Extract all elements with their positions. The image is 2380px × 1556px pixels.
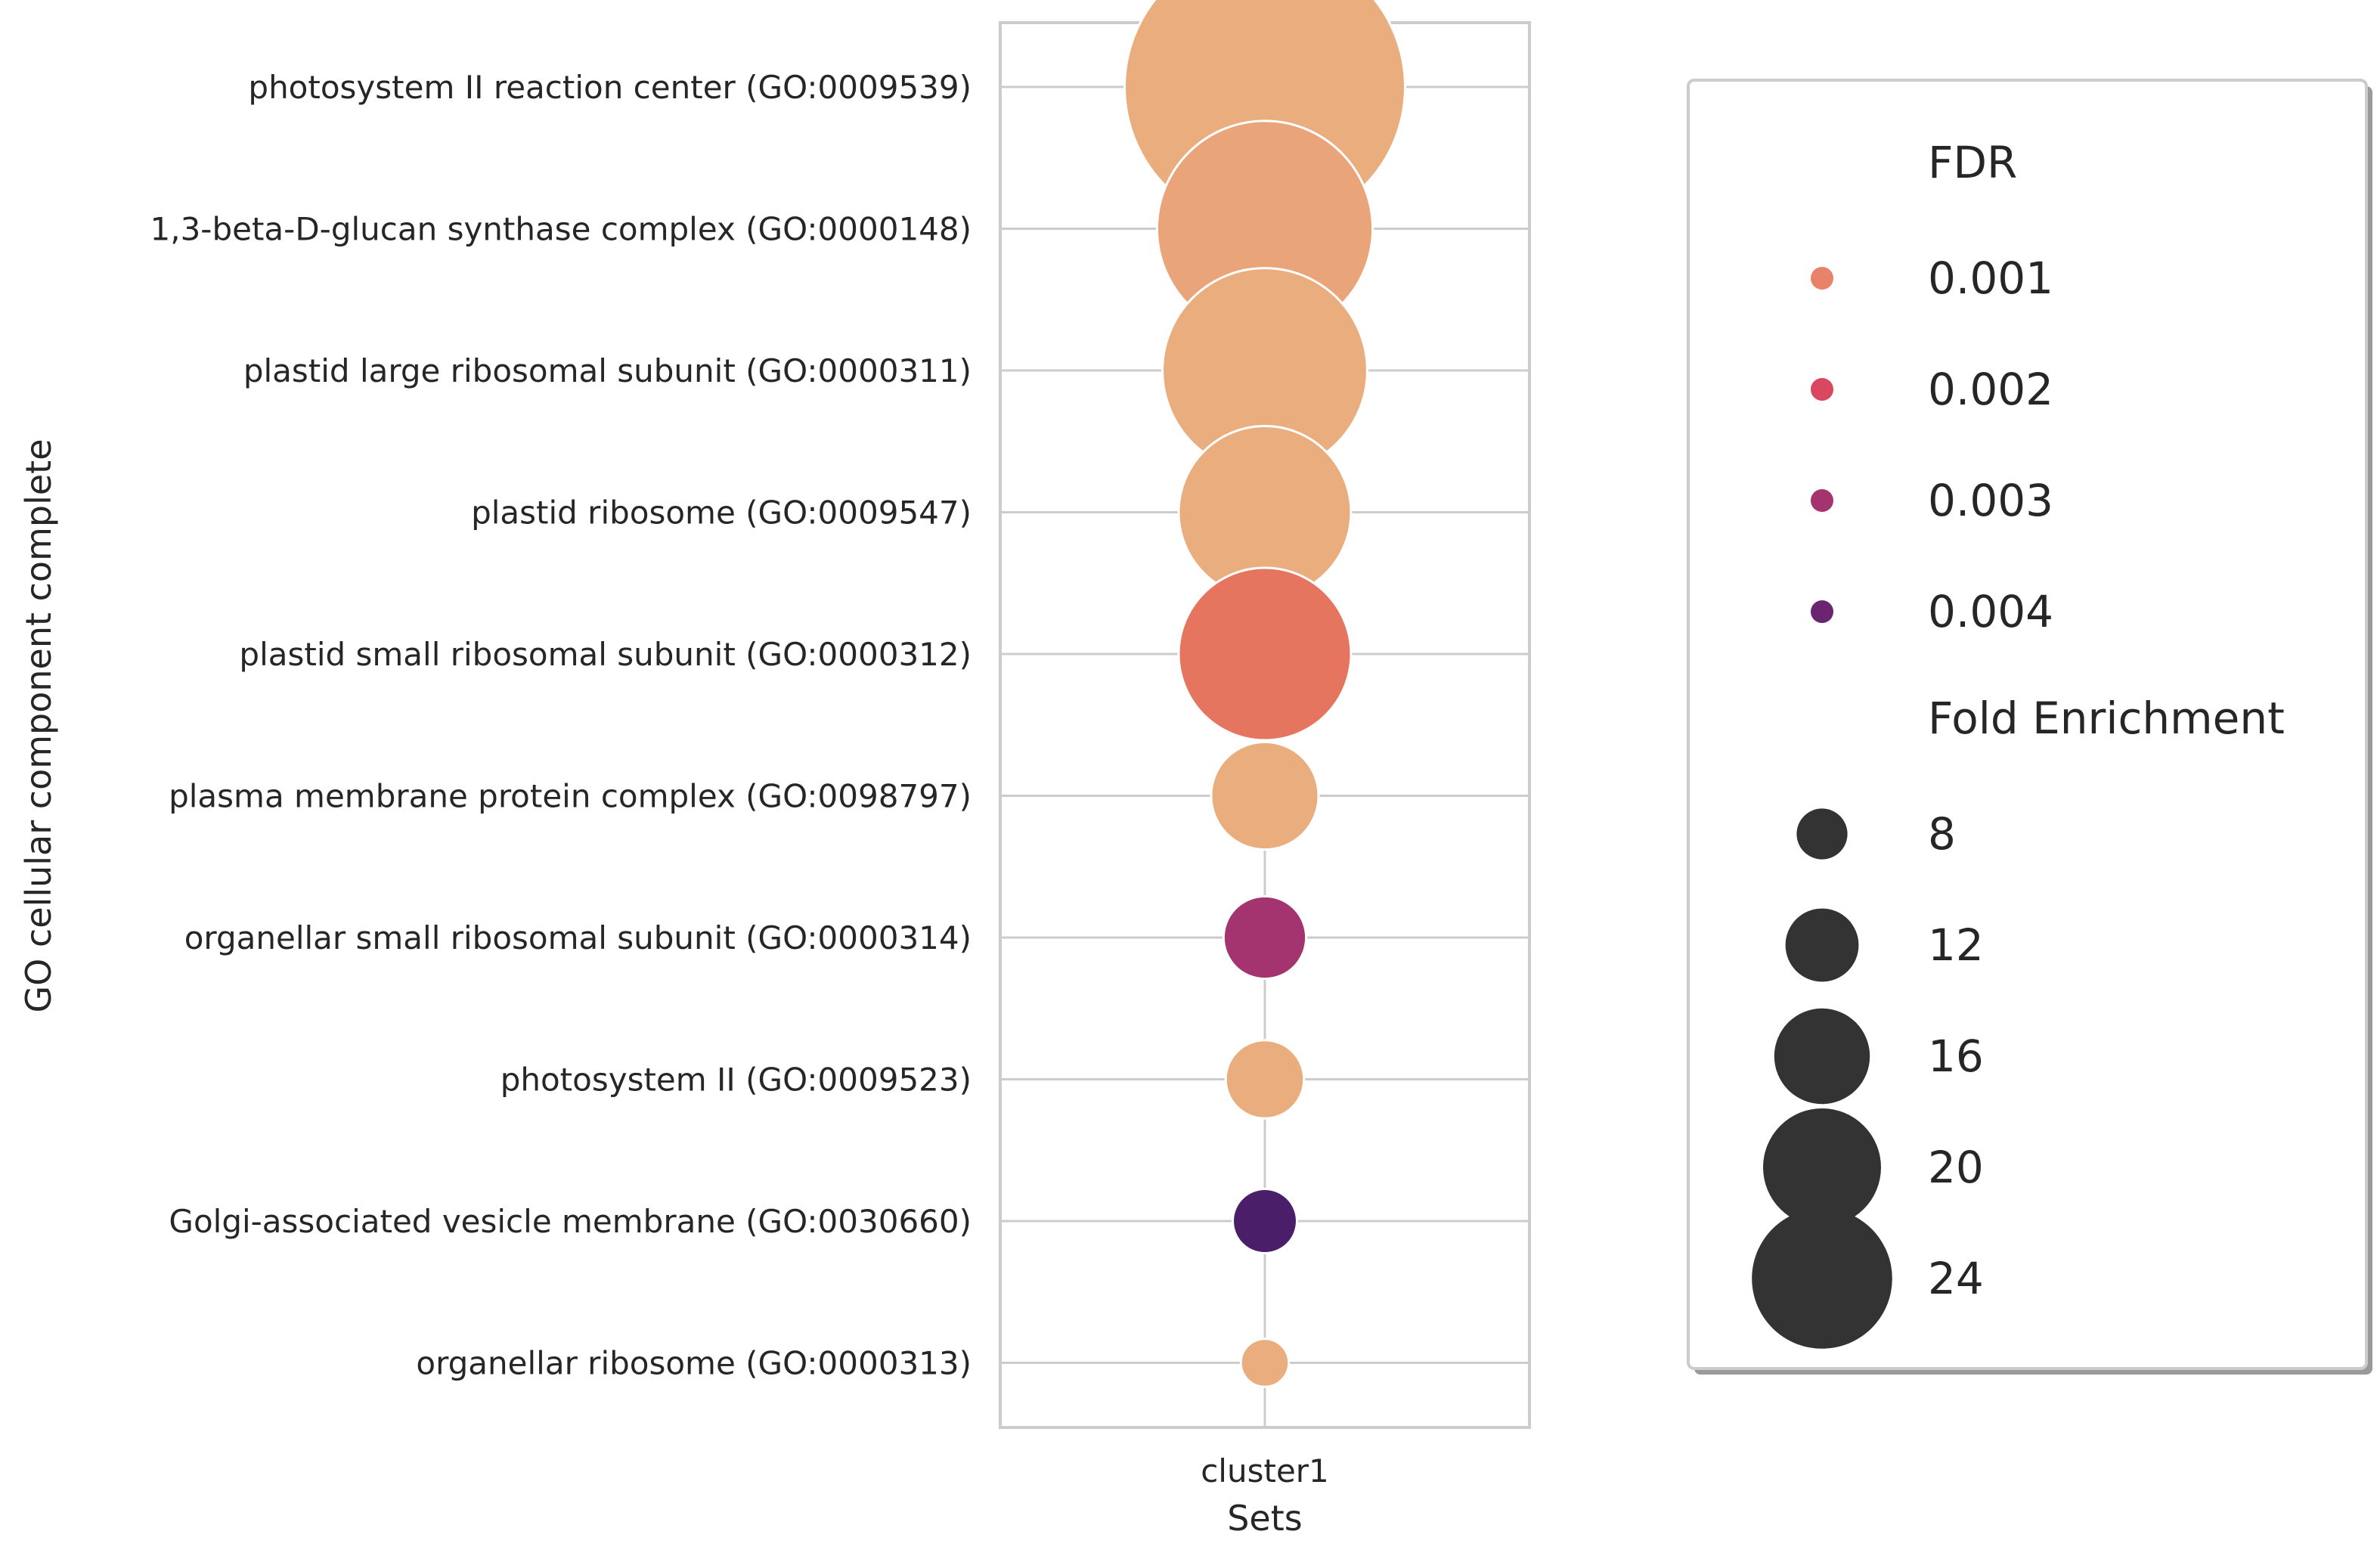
data-point [1222,894,1308,981]
y-axis-title: GO cellular component complete [18,439,59,1013]
legend-fdr-marker [1811,267,1833,290]
y-tick-label: plastid large ribosomal subunit (GO:0000… [243,352,972,389]
y-tick-label: photosystem II (GO:0009523) [500,1062,972,1099]
x-axis-title: Sets [1227,1498,1303,1539]
legend-size-marker [1763,1108,1881,1226]
legend-size-marker [1796,808,1848,860]
data-point [1239,1337,1291,1388]
legend-fdr-label: 0.003 [1928,475,2053,526]
y-tick-label: 1,3-beta-D-glucan synthase complex (GO:0… [150,211,972,248]
legend-size-marker [1774,1008,1870,1105]
legend-size-label: 12 [1928,919,1984,971]
legend-fdr-title: FDR [1928,137,2017,188]
legend-size-label: 8 [1928,808,1956,860]
legend-fdr-label: 0.001 [1928,253,2053,304]
legend-fdr-marker [1811,378,1833,401]
legend-fold-enrichment-title: Fold Enrichment [1928,693,2285,744]
y-tick-label: Golgi-associated vesicle membrane (GO:00… [169,1203,972,1240]
x-tick-label: cluster1 [1201,1452,1329,1489]
data-point [1224,1039,1306,1120]
y-tick-label: photosystem II reaction center (GO:00095… [248,69,972,106]
legend-size-label: 16 [1928,1031,1984,1082]
legend-size-marker [1752,1208,1892,1349]
legend-fdr-label: 0.004 [1928,586,2053,637]
legend: FDR Fold Enrichment 0.001 0.002 0.003 0.004… [1687,79,2372,1375]
legend-fdr-label: 0.002 [1928,364,2053,415]
legend-size-marker [1785,908,1859,982]
y-tick-label: organellar ribosome (GO:0000313) [416,1345,972,1382]
legend-size-label: 20 [1928,1142,1984,1193]
legend-fdr-marker [1811,489,1833,512]
data-points [1123,0,1406,1388]
y-tick-label: plastid ribosome (GO:0009547) [471,494,972,532]
y-tick-label: plasma membrane protein complex (GO:0098… [169,778,972,815]
legend-fdr-marker [1811,600,1833,623]
data-point [1232,1188,1298,1254]
legend-size-label: 24 [1928,1253,1984,1304]
data-point [1210,740,1320,851]
data-point [1177,566,1353,742]
y-tick-labels: photosystem II reaction center (GO:00095… [150,69,972,1382]
y-tick-label: organellar small ribosomal subunit (GO:0… [184,919,972,956]
y-tick-label: plastid small ribosomal subunit (GO:0000… [239,636,972,673]
